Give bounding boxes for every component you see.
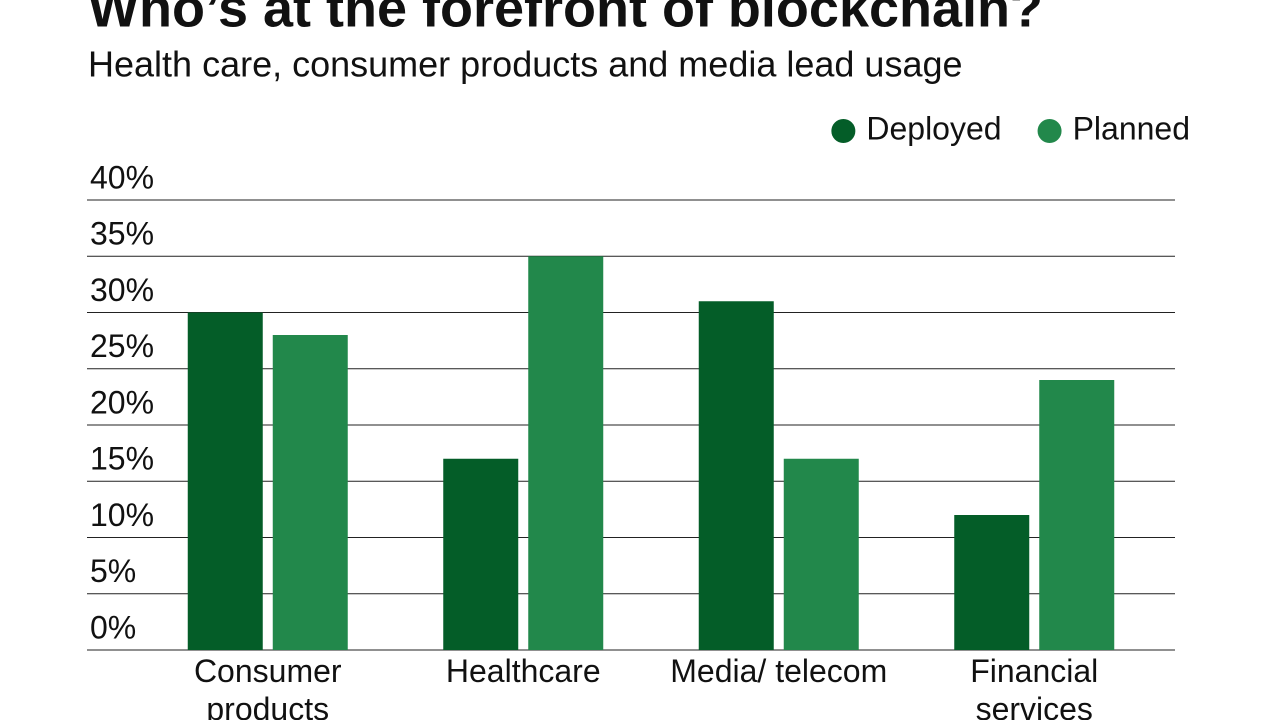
y-tick-label: 5% [90, 553, 136, 589]
x-tick-label: Media/ telecom [670, 653, 888, 689]
chart-title: Who’s at the forefront of blockchain? [88, 0, 1043, 38]
x-tick-label: Financial services [970, 653, 1099, 720]
bar [443, 458, 519, 650]
bar [187, 312, 263, 650]
bar [698, 301, 774, 650]
bar [272, 335, 348, 650]
y-tick-label: 0% [90, 609, 136, 645]
bar [954, 515, 1030, 650]
bar [528, 256, 604, 650]
legend-swatch [1037, 119, 1062, 143]
legend-label: Planned [1073, 110, 1190, 146]
bar [1039, 380, 1115, 650]
y-tick-label: 25% [90, 328, 154, 364]
chart-subtitle: Health care, consumer products and media… [88, 44, 963, 85]
legend-swatch [831, 119, 856, 143]
bar [783, 458, 859, 650]
x-tick-label: Healthcare [445, 653, 601, 689]
legend-label: Deployed [866, 110, 1001, 146]
y-tick-label: 15% [90, 441, 154, 477]
x-tick-label: Consumer products [193, 653, 342, 720]
y-tick-label: 40% [90, 159, 154, 195]
y-tick-label: 10% [90, 497, 154, 533]
y-tick-label: 20% [90, 384, 154, 420]
y-tick-label: 30% [90, 272, 154, 308]
y-tick-label: 35% [90, 216, 154, 252]
